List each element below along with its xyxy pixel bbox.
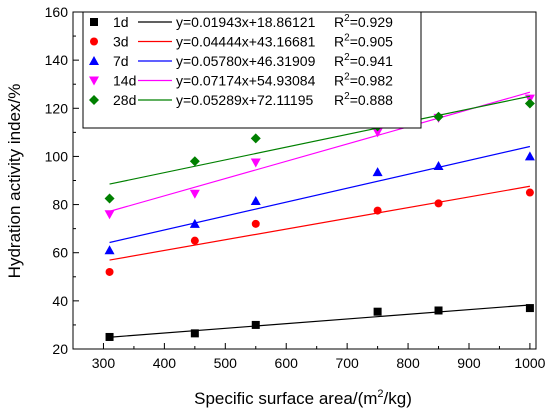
legend-equation-7d: y=0.05780x+46.31909 xyxy=(176,53,316,69)
data-point-7d xyxy=(250,195,261,205)
series-1d xyxy=(105,304,534,341)
data-point-1d xyxy=(525,304,534,313)
fit-line-3d xyxy=(109,185,531,261)
x-tick-label: 800 xyxy=(396,355,420,371)
legend-label-7d: 7d xyxy=(113,53,129,69)
legend-r2-1d: R2=0.929 xyxy=(334,13,393,30)
x-tick-label: 600 xyxy=(275,355,299,371)
fit-line-7d xyxy=(109,145,531,244)
y-tick-label: 140 xyxy=(45,52,69,68)
x-tick-label: 900 xyxy=(457,355,481,371)
y-tick-label: 60 xyxy=(52,245,68,261)
data-point-1d xyxy=(251,320,260,329)
y-axis-title: Hydration activity index/% xyxy=(5,84,24,279)
series-7d xyxy=(104,145,535,255)
data-point-1d xyxy=(190,329,199,338)
legend-label-1d: 1d xyxy=(113,14,129,30)
x-axis-title-end: /kg) xyxy=(384,389,412,408)
legend-marker-28d xyxy=(89,95,99,105)
data-point-14d xyxy=(250,158,261,168)
x-tick-label: 300 xyxy=(92,355,116,371)
legend-r2-14d: R2=0.982 xyxy=(334,72,393,89)
x-tick-label: 500 xyxy=(214,355,238,371)
data-point-3d xyxy=(434,199,443,208)
x-axis-title-sup: 2 xyxy=(377,388,383,400)
legend-item-28d: 28d y=0.05289x+72.11195 R2=0.888 xyxy=(89,91,393,108)
data-point-7d xyxy=(524,151,535,161)
legend-r2-3d: R2=0.905 xyxy=(334,33,393,50)
legend-marker-7d xyxy=(89,56,99,65)
data-point-14d xyxy=(372,128,383,138)
legend-label-28d: 28d xyxy=(113,92,136,108)
ticks-layer: 300 400 500 600 700 800 900 1000 20 40 60 80 100 120 1… xyxy=(45,4,546,371)
y-tick-label: 80 xyxy=(52,197,68,213)
legend-marker-3d xyxy=(90,37,98,46)
data-point-7d xyxy=(189,218,200,228)
legend-marker-14d xyxy=(89,76,99,86)
y-tick-label: 160 xyxy=(45,4,69,20)
data-point-3d xyxy=(251,219,260,228)
legend-item-3d: 3d y=0.04444x+43.16681 R2=0.905 xyxy=(90,33,393,50)
data-point-3d xyxy=(373,206,382,215)
legend-item-14d: 14d y=0.07174x+54.93084 R2=0.982 xyxy=(89,72,393,89)
legend-equation-1d: y=0.01943x+18.86121 xyxy=(176,14,316,30)
data-point-28d xyxy=(189,156,200,167)
y-tick-label: 40 xyxy=(52,293,68,309)
legend-item-1d: 1d y=0.01943x+18.86121 R2=0.929 xyxy=(90,13,393,30)
legend-item-7d: 7d y=0.05780x+46.31909 R2=0.941 xyxy=(89,52,393,69)
legend-r2-28d: R2=0.888 xyxy=(334,91,393,108)
legend: 1d y=0.01943x+18.86121 R2=0.929 3d y=0.04444… xyxy=(82,11,422,129)
x-tick-label: 400 xyxy=(153,355,177,371)
data-point-1d xyxy=(105,332,114,341)
legend-frame xyxy=(82,11,422,129)
fit-line-1d xyxy=(109,304,530,338)
legend-label-3d: 3d xyxy=(113,34,129,50)
data-point-1d xyxy=(434,306,443,315)
data-point-28d xyxy=(250,133,261,144)
data-point-7d xyxy=(104,245,115,255)
data-point-1d xyxy=(373,307,382,316)
data-point-28d xyxy=(104,193,115,204)
data-point-28d xyxy=(433,111,444,122)
legend-r2-7d: R2=0.941 xyxy=(334,52,393,69)
x-axis-title: Specific surface area/(m2/kg) xyxy=(194,388,412,408)
legend-marker-1d xyxy=(90,18,98,26)
data-point-7d xyxy=(433,161,444,171)
data-point-3d xyxy=(525,188,534,197)
x-axis-title-main: Specific surface area/(m xyxy=(194,389,377,408)
y-tick-label: 20 xyxy=(52,341,68,357)
data-point-7d xyxy=(372,167,383,177)
legend-equation-14d: y=0.07174x+54.93084 xyxy=(176,73,316,89)
legend-label-14d: 14d xyxy=(113,73,136,89)
fit-line-14d xyxy=(109,91,531,212)
fit-line-28d xyxy=(109,95,531,185)
x-tick-label: 1000 xyxy=(514,355,545,371)
legend-equation-3d: y=0.04444x+43.16681 xyxy=(176,34,316,50)
data-point-28d xyxy=(524,98,535,109)
data-point-14d xyxy=(104,210,115,220)
data-point-3d xyxy=(190,236,199,245)
y-tick-label: 120 xyxy=(45,100,69,116)
x-tick-label: 700 xyxy=(335,355,359,371)
y-tick-label: 100 xyxy=(45,148,69,164)
legend-equation-28d: y=0.05289x+72.11195 xyxy=(176,92,313,108)
series-3d xyxy=(105,185,534,276)
data-point-14d xyxy=(189,189,200,199)
data-point-3d xyxy=(105,267,114,276)
